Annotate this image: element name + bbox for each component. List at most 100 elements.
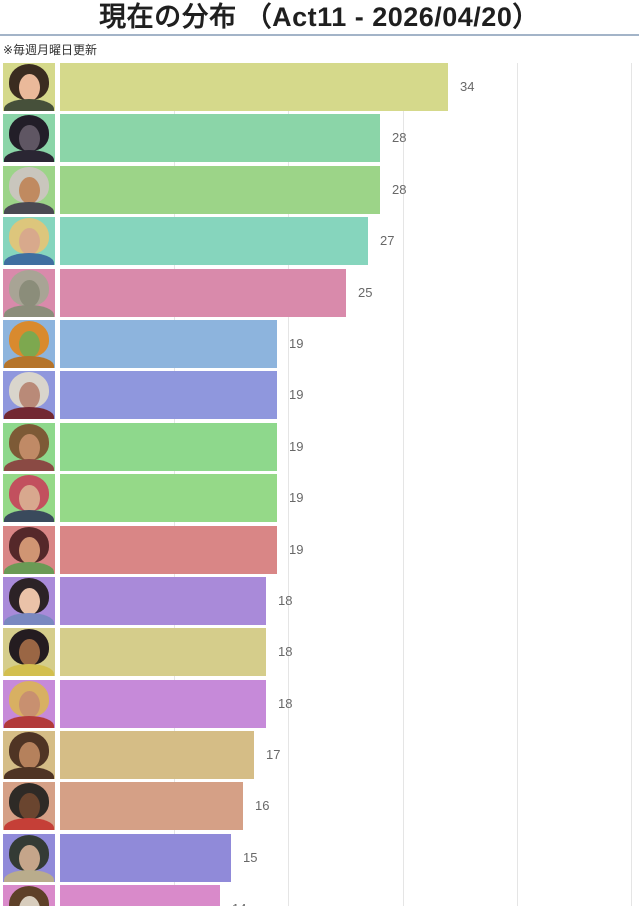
chart-row: 16 — [0, 782, 639, 831]
bar-value-label: 14 — [232, 885, 246, 906]
character-avatar — [3, 525, 55, 574]
avatar-outfit — [4, 715, 54, 728]
gridline-40 — [516, 63, 518, 906]
distribution-bar — [60, 114, 380, 163]
avatar-face — [19, 587, 40, 615]
avatar-outfit — [4, 304, 54, 317]
chart-row: 19 — [0, 371, 639, 420]
distribution-bar — [60, 628, 266, 677]
bar-value-label: 18 — [278, 695, 293, 711]
bar-value-label: 19 — [289, 490, 304, 506]
bar-value-label: 19 — [289, 387, 304, 403]
character-avatar — [3, 474, 55, 523]
bar-value-label: 19 — [289, 335, 304, 351]
bar-value-label: 34 — [460, 79, 475, 94]
character-avatar — [3, 782, 55, 831]
bar-value-label: 28 — [392, 181, 407, 197]
chart-row: 15 — [0, 833, 639, 882]
bar-value-label: 19 — [289, 541, 304, 557]
avatar-outfit — [4, 150, 54, 163]
gridline-20 — [288, 63, 290, 906]
character-avatar — [3, 885, 55, 906]
bar-value-label: 17 — [266, 747, 281, 763]
character-avatar — [3, 217, 55, 266]
character-avatar — [3, 833, 55, 882]
page-title: 現在の分布 （Act11 - 2026/04/20） — [99, 2, 540, 32]
avatar-outfit — [4, 355, 54, 368]
chart-row: 34 — [0, 63, 639, 111]
chart-row: 14 — [0, 885, 639, 906]
avatar-face — [19, 382, 40, 410]
chart-rows: 34 28 28 27 25 — [0, 63, 639, 906]
avatar-face — [19, 74, 40, 101]
avatar-face — [19, 176, 40, 204]
bar-value-label: 25 — [358, 284, 373, 300]
distribution-bar — [60, 217, 368, 266]
bar-value-label: 15 — [243, 849, 258, 865]
bar-value-label: 27 — [380, 233, 395, 249]
distribution-bar — [60, 422, 277, 471]
bar-value-label: 28 — [392, 130, 407, 146]
distribution-bar — [60, 165, 380, 214]
distribution-bar — [60, 782, 243, 831]
distribution-bar — [60, 474, 277, 523]
gridline-50 — [631, 63, 632, 906]
character-avatar — [3, 679, 55, 728]
distribution-bar-chart: 34 28 28 27 25 — [0, 63, 639, 906]
distribution-bar — [60, 525, 277, 574]
character-avatar — [3, 422, 55, 471]
avatar-face — [19, 228, 40, 256]
chart-row: 19 — [0, 474, 639, 523]
distribution-bar — [60, 731, 254, 780]
avatar-outfit — [4, 869, 54, 882]
avatar-face — [19, 125, 40, 153]
character-avatar — [3, 114, 55, 163]
distribution-bar — [60, 268, 346, 317]
chart-row: 27 — [0, 217, 639, 266]
distribution-bar — [60, 885, 220, 906]
avatar-outfit — [4, 253, 54, 266]
character-avatar — [3, 371, 55, 420]
character-avatar — [3, 268, 55, 317]
gridline-30 — [402, 63, 404, 906]
avatar-face — [19, 639, 40, 667]
character-avatar — [3, 576, 55, 625]
chart-row: 17 — [0, 731, 639, 780]
distribution-bar — [60, 63, 448, 111]
character-avatar — [3, 628, 55, 677]
avatar-outfit — [4, 407, 54, 420]
avatar-outfit — [4, 510, 54, 523]
avatar-outfit — [4, 612, 54, 625]
avatar-outfit — [4, 201, 54, 214]
chart-row: 18 — [0, 628, 639, 677]
distribution-bar — [60, 833, 231, 882]
bar-value-label: 19 — [289, 438, 304, 454]
character-avatar — [3, 63, 55, 111]
avatar-face — [19, 433, 40, 461]
character-avatar — [3, 319, 55, 368]
avatar-face — [19, 793, 40, 821]
avatar-face — [19, 485, 40, 513]
bar-value-label: 16 — [255, 798, 270, 814]
avatar-face — [19, 279, 40, 307]
avatar-outfit — [4, 664, 54, 677]
avatar-face — [19, 844, 40, 872]
update-note: ※毎週月曜日更新 — [3, 43, 98, 57]
distribution-bar — [60, 319, 277, 368]
chart-row: 18 — [0, 576, 639, 625]
chart-row: 28 — [0, 114, 639, 163]
character-avatar — [3, 731, 55, 780]
chart-row: 19 — [0, 319, 639, 368]
avatar-outfit — [4, 767, 54, 780]
avatar-hair — [9, 886, 49, 906]
avatar-face — [19, 742, 40, 770]
chart-row: 19 — [0, 422, 639, 471]
chart-row: 18 — [0, 679, 639, 728]
avatar-face — [19, 536, 40, 564]
avatar-outfit — [4, 458, 54, 471]
character-avatar — [3, 165, 55, 214]
avatar-outfit — [4, 99, 54, 111]
avatar-face — [19, 330, 40, 358]
chart-row: 25 — [0, 268, 639, 317]
avatar-outfit — [4, 818, 54, 831]
